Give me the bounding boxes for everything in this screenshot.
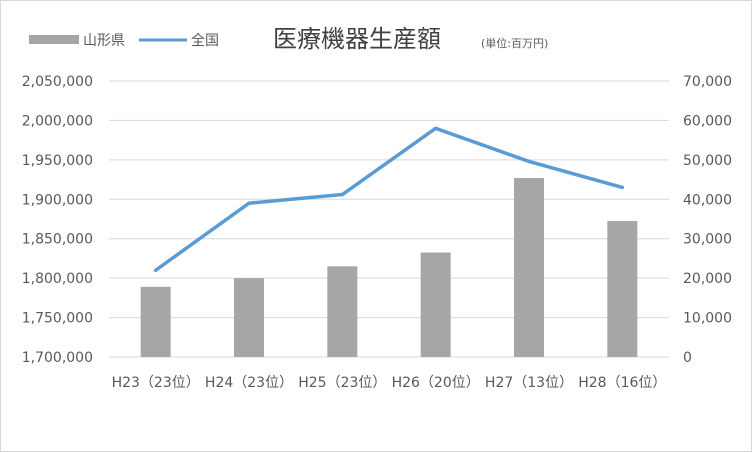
left-axis-ticks: 1,700,000 1,750,000 1,800,000 1,850,000 1,90… bbox=[22, 74, 93, 366]
bar bbox=[327, 266, 358, 357]
left-tick-label: 1,700,000 bbox=[22, 350, 93, 366]
left-tick-label: 1,850,000 bbox=[22, 232, 93, 248]
right-tick-label: 0 bbox=[683, 350, 692, 366]
category-label: H25（23位） bbox=[298, 375, 386, 391]
right-tick-label: 40,000 bbox=[683, 192, 732, 208]
left-tick-label: 1,950,000 bbox=[22, 153, 93, 169]
left-tick-label: 1,800,000 bbox=[22, 271, 93, 287]
right-tick-label: 20,000 bbox=[683, 271, 732, 287]
line-series bbox=[153, 126, 625, 273]
gridlines bbox=[109, 80, 669, 358]
bar bbox=[607, 220, 638, 357]
series-line bbox=[153, 126, 625, 273]
right-tick-label: 60,000 bbox=[683, 113, 732, 129]
bar-series bbox=[140, 177, 638, 357]
right-tick-label: 70,000 bbox=[683, 74, 732, 90]
category-label: H23（23位） bbox=[112, 375, 200, 391]
category-label: H24（23位） bbox=[205, 375, 293, 391]
legend-label-line: 全国 bbox=[191, 32, 219, 49]
category-label: H27（13位） bbox=[485, 375, 573, 391]
bar bbox=[234, 278, 264, 357]
right-axis-ticks: 0 10,000 20,000 30,000 40,000 50,000 60,000 70,… bbox=[683, 74, 732, 366]
legend-swatch-bar bbox=[29, 35, 79, 44]
category-label: H28（16位） bbox=[578, 375, 666, 391]
bar bbox=[420, 252, 451, 357]
right-tick-label: 10,000 bbox=[683, 311, 732, 327]
legend: 山形県 全国 bbox=[29, 32, 219, 49]
right-tick-label: 50,000 bbox=[683, 153, 732, 169]
right-tick-label: 30,000 bbox=[683, 232, 732, 248]
left-tick-label: 1,900,000 bbox=[22, 192, 93, 208]
left-tick-label: 1,750,000 bbox=[22, 311, 93, 327]
legend-label-bar: 山形県 bbox=[83, 33, 125, 49]
chart-unit: (単位:百万円) bbox=[481, 36, 548, 50]
left-tick-label: 2,050,000 bbox=[22, 74, 93, 90]
bar bbox=[514, 177, 544, 357]
left-tick-label: 2,000,000 bbox=[22, 113, 93, 129]
bar bbox=[140, 286, 171, 357]
category-label: H26（20位） bbox=[392, 375, 480, 391]
chart-title: 医療機器生産額 bbox=[273, 25, 441, 53]
category-labels: H23（23位） H24（23位） H25（23位） H26（20位） H27（13位）… bbox=[112, 375, 667, 391]
